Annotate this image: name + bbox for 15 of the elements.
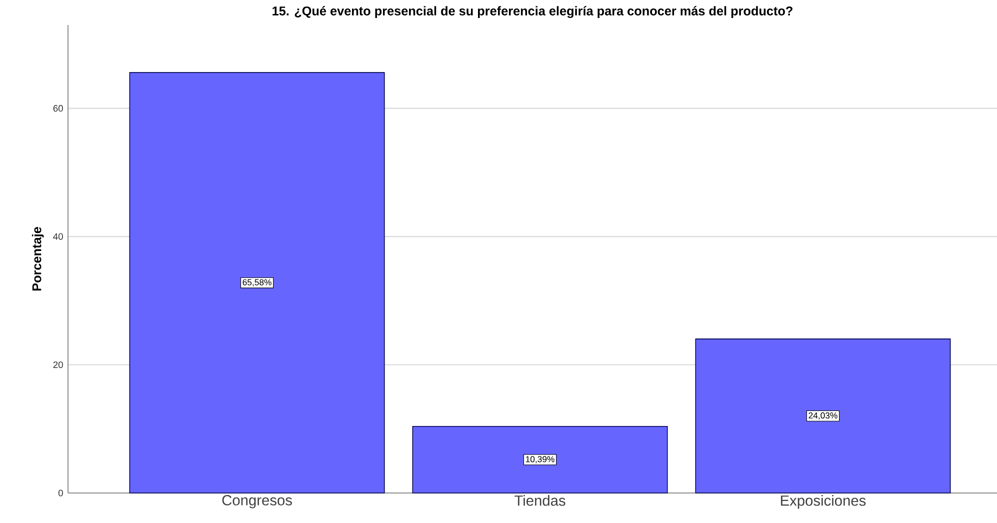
bar — [695, 338, 951, 494]
y-tick-label: 20 — [53, 361, 63, 368]
y-tick-label: 0 — [58, 490, 63, 496]
x-tick-label: Tiendas — [514, 495, 566, 506]
data-label: 65,58% — [242, 279, 272, 286]
x-tick-label: Congresos — [222, 495, 292, 508]
chart-title: 15. ¿Qué evento presencial de su preferencia elegiría para conocer más del producto? — [272, 6, 792, 18]
y-tick-label: 60 — [53, 105, 63, 112]
data-label: 10,39% — [526, 456, 554, 464]
bar — [412, 426, 668, 494]
y-axis-title: Porcentaje — [32, 227, 44, 291]
bar — [129, 72, 385, 494]
data-label: 24,03% — [808, 412, 838, 420]
x-tick-label: Exposiciones — [780, 495, 866, 509]
y-tick-label: 40 — [53, 233, 63, 240]
